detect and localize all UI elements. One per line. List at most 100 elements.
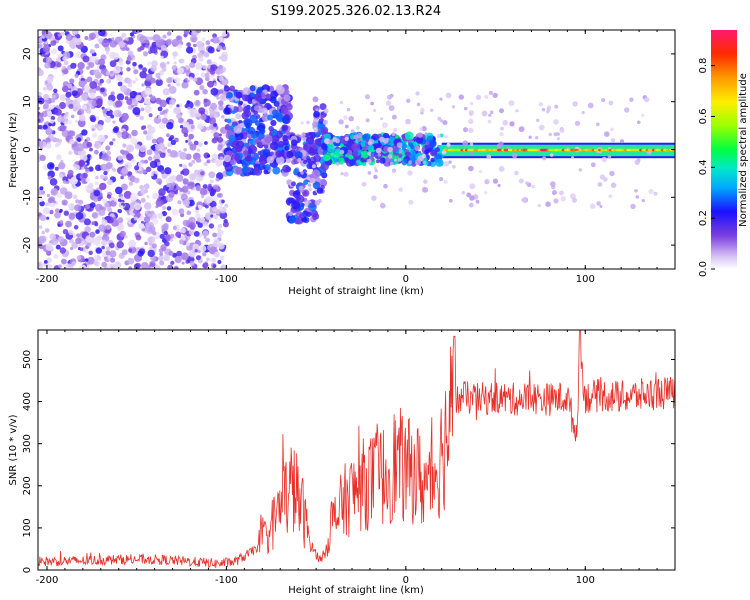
- heat-blob: [42, 207, 51, 215]
- heat-blob: [158, 255, 164, 261]
- heat-blob: [344, 124, 349, 129]
- heat-blob: [293, 168, 299, 174]
- heat-blob: [104, 202, 110, 208]
- heat-blob: [245, 123, 251, 129]
- heat-blob: [91, 128, 95, 132]
- heat-blob: [69, 138, 75, 145]
- heat-blob: [379, 157, 386, 164]
- heat-blob: [95, 229, 100, 234]
- heat-blob: [315, 161, 319, 165]
- heat-blob: [48, 122, 52, 127]
- heat-blob: [415, 91, 420, 96]
- heat-blob: [509, 121, 515, 127]
- heat-blob: [536, 118, 540, 123]
- heat-blob: [74, 38, 82, 46]
- heat-blob: [366, 158, 372, 164]
- heat-blob: [210, 38, 214, 43]
- heat-blob: [193, 231, 200, 237]
- heat-blob: [375, 159, 380, 164]
- heat-blob: [306, 158, 311, 164]
- heat-blob: [134, 144, 141, 150]
- heat-blob: [54, 166, 59, 171]
- heat-blob: [95, 175, 99, 180]
- heat-blob: [469, 183, 476, 190]
- heat-blob: [147, 156, 153, 161]
- heat-blob: [204, 141, 208, 145]
- heat-blob: [209, 200, 217, 208]
- y-tick-label: 10: [22, 95, 33, 108]
- heat-blob: [174, 191, 178, 195]
- heat-blob: [118, 60, 124, 66]
- y-tick-label: 300: [22, 434, 33, 453]
- heat-blob: [169, 238, 174, 242]
- heat-blob: [241, 162, 248, 168]
- heat-blob: [94, 123, 100, 128]
- heat-blob: [439, 177, 444, 182]
- heat-blob: [89, 147, 93, 152]
- heat-blob: [174, 77, 181, 84]
- heat-blob: [78, 114, 86, 122]
- heat-blob: [146, 195, 150, 199]
- heat-blob: [546, 110, 550, 114]
- heat-blob: [328, 139, 334, 145]
- heat-blob: [106, 194, 112, 199]
- heat-blob: [211, 137, 218, 144]
- heat-blob: [176, 82, 181, 87]
- heat-blob: [135, 77, 139, 82]
- heat-blob: [365, 118, 370, 123]
- heat-blob: [443, 161, 450, 167]
- heat-blob: [121, 131, 129, 140]
- heat-blob: [397, 158, 402, 162]
- heat-blob: [171, 39, 180, 47]
- heat-blob: [111, 37, 115, 41]
- heat-blob: [337, 157, 345, 165]
- heat-blob: [105, 224, 112, 230]
- heat-blob: [189, 260, 195, 266]
- heat-blob: [43, 86, 47, 91]
- heat-blob: [202, 221, 209, 227]
- heat-blob: [351, 143, 360, 152]
- y-tick-label: 200: [22, 476, 33, 495]
- heat-blob: [162, 148, 166, 153]
- heat-blob: [61, 199, 68, 206]
- heat-blob: [360, 140, 366, 146]
- heat-blob: [57, 223, 61, 227]
- heat-blob: [253, 93, 263, 102]
- heat-blob: [197, 204, 202, 209]
- heat-blob: [285, 166, 292, 173]
- heat-blob: [290, 139, 298, 146]
- heat-blob: [85, 204, 90, 210]
- heat-blob: [393, 128, 398, 132]
- heat-blob: [175, 174, 184, 182]
- heat-blob: [112, 138, 116, 142]
- heat-blob: [179, 163, 183, 167]
- heat-blob: [131, 129, 138, 137]
- heat-blob: [46, 110, 53, 116]
- heat-blob: [422, 187, 429, 193]
- heat-blob: [263, 169, 269, 175]
- heat-blob: [38, 97, 45, 105]
- heat-blob: [65, 111, 69, 116]
- heat-blob: [315, 138, 323, 147]
- heat-blob: [72, 163, 77, 168]
- heat-blob: [157, 76, 161, 81]
- heat-blob: [121, 116, 127, 122]
- heat-blob: [47, 175, 52, 180]
- heat-blob: [99, 65, 104, 70]
- heat-blob: [303, 142, 312, 151]
- heat-blob: [249, 114, 258, 124]
- heat-blob: [94, 149, 99, 155]
- heat-blob: [349, 159, 356, 166]
- heat-blob: [199, 187, 208, 196]
- heat-blob: [191, 159, 195, 163]
- heat-blob: [556, 137, 561, 141]
- heat-blob: [77, 110, 82, 116]
- y-tick-label: 500: [22, 350, 33, 369]
- heat-blob: [176, 250, 183, 257]
- heat-blob: [112, 127, 119, 133]
- heat-blob: [198, 142, 203, 148]
- heat-blob: [152, 259, 156, 263]
- heat-blob: [572, 101, 578, 107]
- heat-blob: [212, 206, 218, 212]
